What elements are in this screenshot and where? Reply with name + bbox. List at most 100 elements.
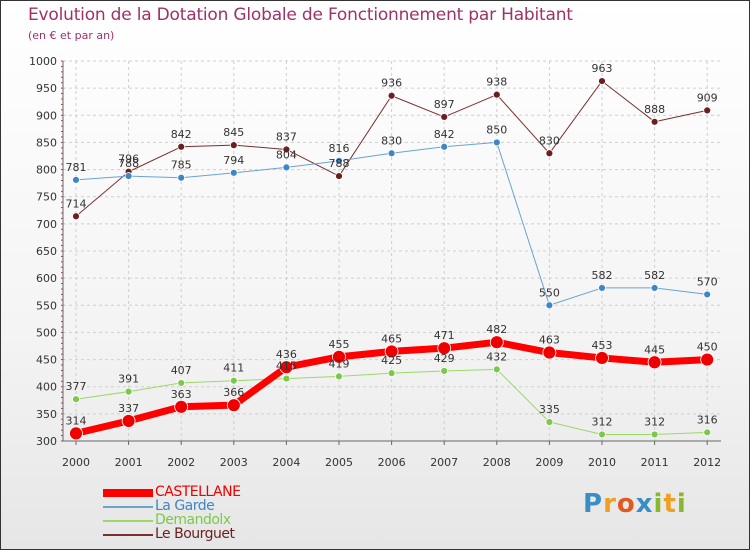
data-point-demandolx xyxy=(229,376,238,385)
data-point-la_garde xyxy=(124,172,133,180)
x-tick-label: 2012 xyxy=(693,456,721,469)
data-point-la_garde xyxy=(282,163,291,172)
legend-swatch xyxy=(103,489,153,497)
data-point-castellane xyxy=(700,352,715,367)
x-tick-label: 2001 xyxy=(115,456,143,469)
data-point-la_garde xyxy=(703,290,712,299)
data-label-castellane: 453 xyxy=(592,339,613,352)
data-point-castellane xyxy=(69,426,83,441)
y-tick-label: 700 xyxy=(36,218,57,231)
x-tick-label: 2008 xyxy=(483,456,511,469)
y-tick-label: 800 xyxy=(36,164,57,177)
legend-label: CASTELLANE xyxy=(155,484,241,500)
data-label-demandolx: 432 xyxy=(486,350,507,363)
data-point-demandolx xyxy=(650,430,659,439)
data-label-demandolx: 419 xyxy=(329,357,350,370)
y-tick-label: 750 xyxy=(36,191,57,204)
chart-subtitle: (en € et par an) xyxy=(28,29,115,42)
data-point-castellane xyxy=(332,349,346,364)
data-label-le_bourguet: 963 xyxy=(592,62,613,75)
x-tick-label: 2007 xyxy=(430,456,458,469)
data-point-demandolx xyxy=(282,374,291,383)
y-tick-label: 450 xyxy=(36,354,57,367)
line-chart: 300 350 400 450 500 550 600 650 700 750 800 850 900 9… xyxy=(29,55,721,469)
data-label-demandolx: 425 xyxy=(381,354,402,367)
x-tick-label: 2005 xyxy=(325,456,353,469)
x-tick-label: 2003 xyxy=(220,456,248,469)
data-point-la_garde xyxy=(387,149,396,158)
x-tick-label: 2002 xyxy=(167,456,195,469)
y-tick-label: 400 xyxy=(36,381,57,394)
x-tick-label: 2000 xyxy=(62,456,90,469)
data-point-demandolx xyxy=(387,369,396,378)
y-tick-label: 550 xyxy=(36,299,57,312)
data-point-demandolx xyxy=(703,428,712,437)
data-label-la_garde: 804 xyxy=(276,148,297,161)
data-label-le_bourguet: 796 xyxy=(118,153,139,166)
data-label-demandolx: 391 xyxy=(118,373,139,386)
data-label-la_garde: 785 xyxy=(171,159,192,172)
x-tick-label: 2009 xyxy=(535,456,563,469)
data-point-demandolx xyxy=(440,367,449,375)
data-label-la_garde: 830 xyxy=(381,134,402,147)
data-label-le_bourguet: 842 xyxy=(171,128,192,141)
data-label-la_garde: 794 xyxy=(223,154,244,167)
data-point-demandolx xyxy=(492,365,501,374)
data-label-le_bourguet: 936 xyxy=(381,77,402,90)
data-label-demandolx: 312 xyxy=(644,415,665,428)
data-label-la_garde: 788 xyxy=(118,157,139,170)
data-point-demandolx xyxy=(124,387,133,396)
series xyxy=(69,77,715,441)
data-label-le_bourguet: 938 xyxy=(486,76,507,89)
data-point-le_bourguet xyxy=(650,117,659,126)
y-tick-label: 900 xyxy=(36,109,57,122)
data-point-demandolx xyxy=(545,418,554,426)
data-point-le_bourguet xyxy=(282,145,291,154)
data-label-castellane: 366 xyxy=(223,386,244,399)
x-tick-label: 2011 xyxy=(641,456,669,469)
chart-title: Evolution de la Dotation Globale de Fonc… xyxy=(28,5,573,25)
data-point-demandolx xyxy=(177,379,186,387)
data-label-le_bourguet: 845 xyxy=(223,126,244,139)
data-label-castellane: 455 xyxy=(329,338,350,351)
y-tick-label: 350 xyxy=(36,408,57,421)
gridlines xyxy=(63,60,721,442)
data-point-la_garde xyxy=(440,142,449,151)
x-tick-label: 2004 xyxy=(272,456,300,469)
data-point-le_bourguet xyxy=(72,212,80,221)
data-point-le_bourguet xyxy=(598,77,606,85)
legend-swatch xyxy=(103,520,153,522)
data-point-castellane xyxy=(174,399,189,414)
data-label-demandolx: 377 xyxy=(66,380,87,393)
data-label-la_garde: 781 xyxy=(66,161,87,174)
data-label-castellane: 471 xyxy=(434,329,455,342)
y-tick-label: 950 xyxy=(36,82,57,95)
data-label-demandolx: 407 xyxy=(171,364,192,377)
data-label-castellane: 363 xyxy=(171,388,192,401)
data-label-demandolx: 415 xyxy=(276,360,297,373)
data-point-la_garde xyxy=(72,175,80,184)
data-point-la_garde xyxy=(229,168,238,177)
y-tick-label: 850 xyxy=(36,136,57,149)
data-label-castellane: 314 xyxy=(66,414,87,427)
data-point-demandolx xyxy=(598,430,606,439)
legend-label: Le Bourguet xyxy=(155,526,235,542)
data-point-castellane xyxy=(595,351,609,365)
data-point-le_bourguet xyxy=(440,113,449,121)
data-point-demandolx xyxy=(72,395,80,404)
data-point-la_garde xyxy=(598,284,606,292)
data-point-le_bourguet xyxy=(492,90,501,99)
data-point-demandolx xyxy=(335,372,343,381)
series-la_garde xyxy=(72,138,712,310)
legend-label: La Garde xyxy=(155,498,215,514)
axes: 300 350 400 450 500 550 600 650 700 750 800 850 900 9… xyxy=(29,55,721,469)
data-point-castellane xyxy=(121,414,136,428)
y-tick-label: 300 xyxy=(36,435,57,448)
data-label-castellane: 450 xyxy=(697,341,718,354)
data-label-castellane: 482 xyxy=(486,323,507,336)
data-point-la_garde xyxy=(177,173,186,182)
data-label-castellane: 337 xyxy=(118,402,139,415)
data-point-le_bourguet xyxy=(177,142,186,151)
data-label-la_garde: 582 xyxy=(644,269,665,282)
